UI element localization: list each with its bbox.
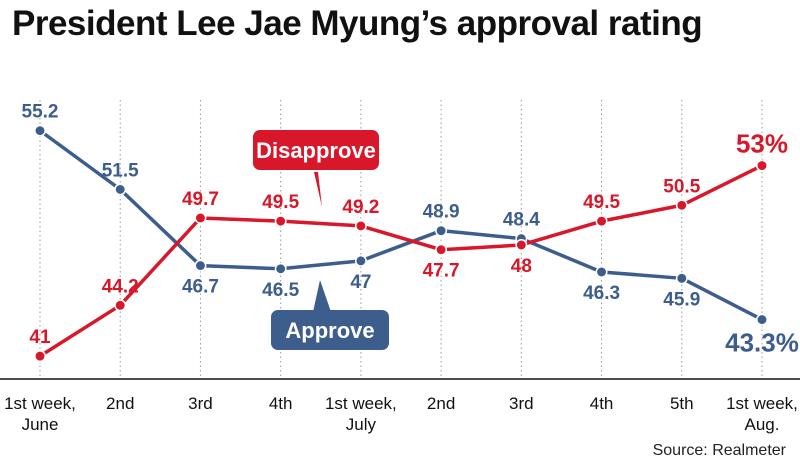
chart-title: President Lee Jae Myung’s approval ratin… xyxy=(12,4,703,43)
legend-approve-label: Approve xyxy=(285,318,374,343)
source-note: Source: Realmeter xyxy=(652,442,786,459)
disapprove-point-5 xyxy=(435,243,448,256)
disapprove-label-8: 50.5 xyxy=(663,176,700,197)
disapprove-label-5: 47.7 xyxy=(423,261,460,282)
approve-label-0: 55.2 xyxy=(22,102,59,123)
approve-point-9 xyxy=(756,313,768,326)
x-tick-label-7: 4th xyxy=(590,394,614,413)
approve-point-8 xyxy=(675,272,688,285)
disapprove-line xyxy=(39,164,763,358)
legend-approve: Approve xyxy=(271,280,389,350)
approve-point-0 xyxy=(34,124,46,137)
disapprove-point-8 xyxy=(675,199,688,212)
disapprove-point-7 xyxy=(595,215,608,228)
disapprove-point-9 xyxy=(756,159,768,172)
x-tick-label-9: 1st week, Aug. xyxy=(726,394,798,434)
x-tick-label-6: 3rd xyxy=(509,394,534,413)
disapprove-point-1 xyxy=(114,299,127,312)
approve-point-7 xyxy=(595,266,608,278)
legend-disapprove-label: Disapprove xyxy=(256,138,376,163)
x-tick-label-5: 2nd xyxy=(427,394,455,413)
x-tick-label-2: 3rd xyxy=(188,394,213,413)
approve-point-1 xyxy=(114,183,127,196)
disapprove-point-0 xyxy=(34,350,46,363)
disapprove-point-6 xyxy=(515,239,528,251)
disapprove-point-2 xyxy=(194,212,207,224)
disapprove-label-6: 48 xyxy=(511,256,532,277)
disapprove-label-7: 49.5 xyxy=(583,192,620,213)
approve-label-7: 46.3 xyxy=(583,283,620,304)
x-tick-label-3: 4th xyxy=(269,394,293,413)
approve-label-9: 43.3% xyxy=(725,328,799,358)
x-tick-label-8: 5th xyxy=(670,394,694,413)
approve-point-2 xyxy=(194,259,207,272)
approve-label-4: 47 xyxy=(350,272,371,293)
approve-point-3 xyxy=(274,262,287,275)
approve-point-4 xyxy=(354,254,367,267)
x-tick-label-1: 2nd xyxy=(106,394,134,413)
approve-label-1: 51.5 xyxy=(102,160,139,181)
disapprove-label-3: 49.5 xyxy=(262,192,299,213)
disapprove-point-4 xyxy=(354,219,367,232)
disapprove-label-4: 49.2 xyxy=(342,197,379,218)
approve-label-8: 45.9 xyxy=(663,289,700,310)
disapprove-label-9: 53% xyxy=(736,129,788,159)
legend-disapprove: Disapprove xyxy=(253,130,379,207)
approve-point-5 xyxy=(435,224,448,237)
approve-label-3: 46.5 xyxy=(262,280,299,301)
disapprove-label-0: 41 xyxy=(29,327,51,348)
approve-label-2: 46.7 xyxy=(182,277,219,298)
disapprove-point-3 xyxy=(274,215,287,228)
approve-label-6: 48.4 xyxy=(503,210,540,231)
approve-line xyxy=(38,129,763,322)
approve-label-5: 48.9 xyxy=(423,202,460,223)
disapprove-label-2: 49.7 xyxy=(182,189,219,210)
x-tick-label-4: 1st week, July xyxy=(325,394,397,434)
x-tick-label-0: 1st week, June xyxy=(4,394,76,434)
disapprove-label-1: 44.2 xyxy=(102,276,139,297)
